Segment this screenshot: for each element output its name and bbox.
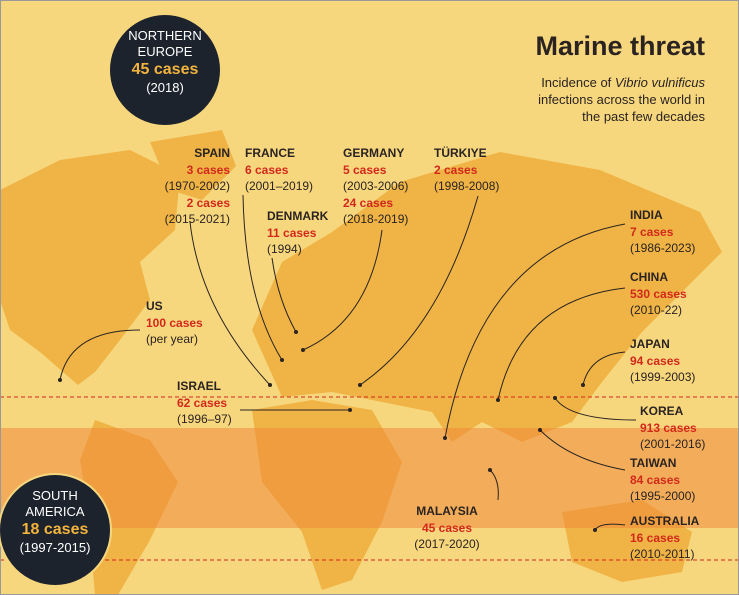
location-period: (1970-2002) xyxy=(165,179,230,193)
leader xyxy=(242,194,283,361)
dot xyxy=(443,436,447,440)
dot xyxy=(538,428,542,432)
location-cases: 2 cases xyxy=(434,163,478,177)
dot xyxy=(358,383,362,387)
leader xyxy=(539,429,626,471)
location-name: MALAYSIA xyxy=(416,504,478,518)
location-cases: 62 cases xyxy=(177,396,227,410)
location-name: ISRAEL xyxy=(177,379,221,393)
leader xyxy=(189,221,271,386)
location-name: SPAIN xyxy=(194,146,230,160)
location-cases: 11 cases xyxy=(267,226,317,240)
location-period: (1999-2003) xyxy=(630,370,695,384)
dot xyxy=(294,330,298,334)
location-cases: 2 cases xyxy=(187,196,231,210)
leader xyxy=(359,195,479,386)
location-period: (2015-2021) xyxy=(165,212,230,226)
location-name: TÜRKIYE xyxy=(434,145,487,160)
location-period: (1995-2000) xyxy=(630,489,695,503)
location-cases: 7 cases xyxy=(630,225,674,239)
location-period: (2001–2019) xyxy=(245,179,313,193)
region-name: AMERICA xyxy=(25,504,85,519)
location-cases: 24 cases xyxy=(343,196,393,210)
subtitle: infections across the world in xyxy=(538,92,705,107)
dot xyxy=(280,358,284,362)
dot xyxy=(488,468,492,472)
location-period: (1998-2008) xyxy=(434,179,499,193)
leader xyxy=(554,397,637,421)
location-cases: 913 cases xyxy=(640,421,697,435)
dot xyxy=(58,378,62,382)
location-period: (2010-2011) xyxy=(630,547,695,561)
subtitle: the past few decades xyxy=(582,109,705,124)
dot xyxy=(348,408,352,412)
leader-lines xyxy=(58,194,637,532)
location-cases: 84 cases xyxy=(630,473,680,487)
dot xyxy=(581,383,585,387)
location-name: INDIA xyxy=(630,208,663,222)
location-cases: 3 cases xyxy=(187,163,231,177)
dot xyxy=(301,348,305,352)
location-cases: 5 cases xyxy=(343,163,387,177)
location-cases: 45 cases xyxy=(422,521,472,535)
location-period: (2003-2006) xyxy=(343,179,408,193)
location-name: TAIWAN xyxy=(630,456,676,470)
location-period: (per year) xyxy=(146,332,198,346)
tropical-band xyxy=(0,428,739,528)
leader xyxy=(497,287,626,401)
region-period: (2018) xyxy=(146,80,184,95)
leader xyxy=(489,469,499,501)
region-cases: 18 cases xyxy=(22,521,89,538)
location-cases: 6 cases xyxy=(245,163,289,177)
subtitle: Incidence of Vibrio vulnificus xyxy=(541,75,705,90)
region-name: SOUTH xyxy=(32,488,78,503)
region-cases: 45 cases xyxy=(132,61,199,78)
leader xyxy=(302,229,383,351)
location-name: DENMARK xyxy=(267,209,329,223)
dot xyxy=(496,398,500,402)
location-name: US xyxy=(146,299,163,313)
location-period: (1994) xyxy=(267,242,302,256)
dot xyxy=(268,383,272,387)
subtitle-text: Incidence of xyxy=(541,75,615,90)
location-period: (1986-2023) xyxy=(630,241,695,255)
title: Marine threat xyxy=(535,31,705,61)
leader xyxy=(582,351,626,386)
leader xyxy=(271,257,297,333)
location-period: (1996–97) xyxy=(177,412,232,426)
location-cases: 94 cases xyxy=(630,354,680,368)
region-name: NORTHERN xyxy=(128,28,201,43)
location-period: (2010-22) xyxy=(630,303,682,317)
north-america xyxy=(0,150,180,385)
location-name: KOREA xyxy=(640,404,684,418)
location-cases: 530 cases xyxy=(630,287,687,301)
region-period: (1997-2015) xyxy=(20,540,91,555)
location-cases: 16 cases xyxy=(630,531,680,545)
location-name: JAPAN xyxy=(630,337,670,351)
dot xyxy=(593,528,597,532)
location-cases: 100 cases xyxy=(146,316,203,330)
leader xyxy=(59,329,141,381)
location-name: FRANCE xyxy=(245,146,295,160)
location-period: (2017-2020) xyxy=(414,537,479,551)
dot xyxy=(553,396,557,400)
location-name: CHINA xyxy=(630,270,668,284)
leader xyxy=(444,223,626,439)
location-name: AUSTRALIA xyxy=(630,514,700,528)
location-period: (2018-2019) xyxy=(343,212,408,226)
region-name: EUROPE xyxy=(138,44,193,59)
species: Vibrio vulnificus xyxy=(615,75,706,90)
location-name: GERMANY xyxy=(343,146,404,160)
eurasia xyxy=(252,152,722,442)
greenland xyxy=(150,130,236,200)
region-circle xyxy=(108,13,222,127)
region-circle xyxy=(0,473,112,587)
location-period: (2001-2016) xyxy=(640,437,705,451)
